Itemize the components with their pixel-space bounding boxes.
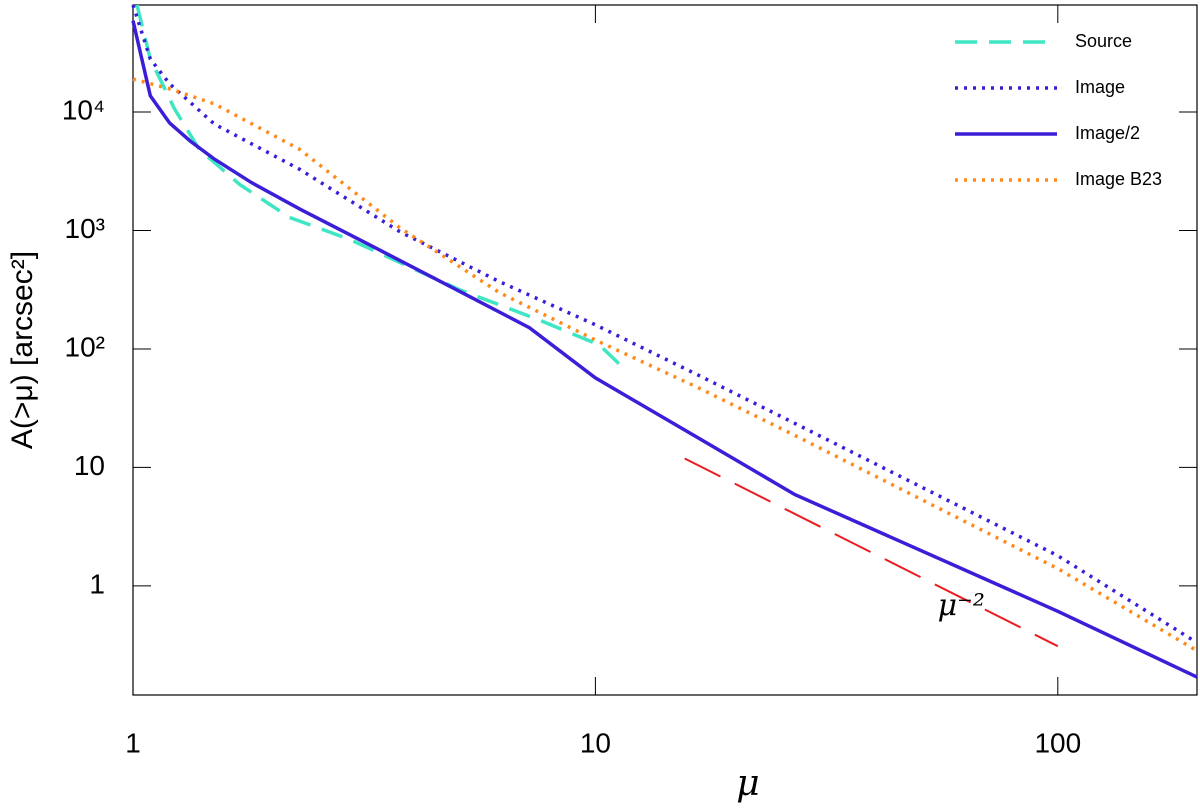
y-tick-label: 10⁴ bbox=[62, 94, 105, 125]
series-line bbox=[132, 77, 1196, 652]
series-line bbox=[131, 4, 1196, 643]
annotation: μ⁻² bbox=[938, 588, 985, 623]
series-line bbox=[135, 4, 625, 370]
y-axis-label: A(>μ) [arcsec²] bbox=[6, 251, 39, 449]
legend-label: Image/2 bbox=[1075, 123, 1140, 143]
legend-label: Image bbox=[1075, 77, 1125, 97]
plot-frame bbox=[132, 4, 1198, 696]
y-tick-label: 10 bbox=[74, 450, 105, 481]
x-tick-label: 10 bbox=[580, 727, 611, 758]
y-tick-label: 10³ bbox=[65, 213, 105, 244]
x-tick-label: 1 bbox=[125, 727, 141, 758]
reference-line bbox=[684, 457, 1059, 648]
y-tick-label: 1 bbox=[89, 568, 105, 599]
x-axis-label: μ bbox=[736, 763, 759, 804]
series-line bbox=[131, 20, 1198, 679]
legend-label: Source bbox=[1075, 31, 1132, 51]
legend-label: Image B23 bbox=[1075, 169, 1162, 189]
x-tick-label: 100 bbox=[1034, 727, 1081, 758]
y-tick-label: 10² bbox=[65, 331, 105, 362]
